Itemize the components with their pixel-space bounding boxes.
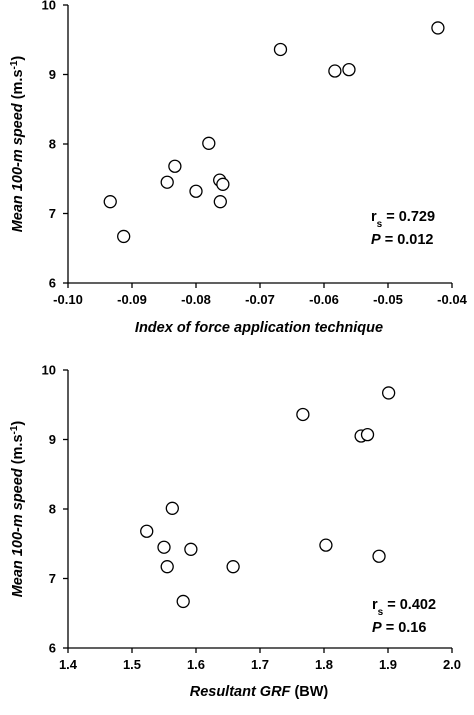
x-tick-label: -0.04 xyxy=(437,292,467,307)
y-tick-label: 6 xyxy=(49,641,56,656)
x-axis-title-text: Resultant GRF xyxy=(190,684,292,700)
p-statistic: P = 0.16 xyxy=(372,620,426,636)
x-tick-label: 1.9 xyxy=(379,657,397,672)
x-tick-label: -0.08 xyxy=(181,292,211,307)
r-symbol: r xyxy=(371,209,377,225)
y-tick-label: 8 xyxy=(49,502,56,517)
r-subscript: s xyxy=(377,219,383,230)
data-point xyxy=(189,184,203,198)
y-axis-title: Mean 100-m speed (m.s-1) xyxy=(9,56,27,233)
y-tick-label: 9 xyxy=(49,67,56,82)
x-tick-label: -0.06 xyxy=(309,292,339,307)
y-axis-title-text: Mean 100-m speed xyxy=(10,467,26,597)
x-tick-label: -0.10 xyxy=(53,292,83,307)
x-tick-label: 1.4 xyxy=(59,657,78,672)
y-axis-title-unit: (m.s xyxy=(10,69,26,99)
x-tick-label: 1.8 xyxy=(315,657,333,672)
data-point xyxy=(431,21,445,35)
y-tick-label: 10 xyxy=(42,0,56,13)
data-point xyxy=(372,549,386,563)
x-tick-label: -0.09 xyxy=(117,292,147,307)
r-symbol: r xyxy=(372,597,378,613)
x-axis-label: Index of force application technique xyxy=(135,320,383,336)
y-axis-title-text: Mean 100-m speed xyxy=(10,102,26,232)
y-axis-title: Mean 100-m speed (m.s-1) xyxy=(9,421,27,598)
y-axis-title-close: ) xyxy=(10,56,26,61)
y-axis-title-sup: -1 xyxy=(9,425,20,434)
data-point xyxy=(226,560,240,574)
x-tick-label: 2.0 xyxy=(443,657,461,672)
y-axis-title-sup: -1 xyxy=(9,60,20,69)
x-axis-title: Resultant GRF (BW) xyxy=(190,684,329,700)
top-scatter-panel: Index of force application technique Mea… xyxy=(9,0,468,336)
data-point xyxy=(360,427,375,442)
data-point xyxy=(140,524,154,538)
data-point xyxy=(117,229,131,244)
data-point xyxy=(216,177,230,191)
data-point xyxy=(273,42,288,57)
data-point xyxy=(202,136,216,150)
x-tick-label: 1.6 xyxy=(187,657,205,672)
data-point xyxy=(319,538,333,552)
data-point xyxy=(328,64,342,78)
p-symbol: P xyxy=(372,620,382,636)
p-statistic: P = 0.012 xyxy=(371,232,433,248)
data-point xyxy=(184,542,198,556)
y-axis-title-unit: (m.s xyxy=(10,434,26,464)
y-tick-label: 7 xyxy=(49,571,56,586)
r-value: = 0.729 xyxy=(382,209,435,225)
x-tick-label: -0.07 xyxy=(245,292,275,307)
data-point xyxy=(160,175,174,189)
y-tick-label: 10 xyxy=(42,363,56,378)
data-point xyxy=(103,195,117,209)
x-tick-label: -0.05 xyxy=(373,292,403,307)
y-tick-label: 6 xyxy=(49,276,56,291)
p-value: = 0.012 xyxy=(381,232,434,248)
bottom-scatter-panel: Resultant GRF (BW) Mean 100-m speed (m.s… xyxy=(9,363,462,701)
r-statistic: rs = 0.402 xyxy=(372,597,436,618)
y-tick-label: 9 xyxy=(49,432,56,447)
y-tick-label: 7 xyxy=(49,206,56,221)
r-subscript: s xyxy=(378,607,384,618)
data-point xyxy=(160,560,174,574)
x-axis-title: Index of force application technique xyxy=(135,320,383,336)
r-statistic: rs = 0.729 xyxy=(371,209,435,230)
data-point xyxy=(296,407,310,422)
x-axis-title-unit: (BW) xyxy=(290,684,328,700)
data-point xyxy=(165,501,179,515)
data-point xyxy=(342,62,356,77)
r-value: = 0.402 xyxy=(383,597,436,613)
x-tick-label: 1.7 xyxy=(251,657,269,672)
y-tick-label: 8 xyxy=(49,137,56,152)
data-point xyxy=(176,594,190,609)
data-point xyxy=(157,540,171,554)
data-point xyxy=(381,386,396,400)
data-point xyxy=(168,159,182,173)
p-value: = 0.16 xyxy=(382,620,427,636)
p-symbol: P xyxy=(371,232,381,248)
y-axis-title-close: ) xyxy=(10,421,26,426)
data-point xyxy=(213,195,227,209)
x-tick-label: 1.5 xyxy=(123,657,141,672)
